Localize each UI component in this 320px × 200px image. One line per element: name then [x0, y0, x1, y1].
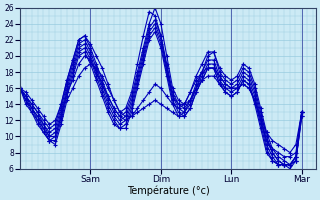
X-axis label: Température (°c): Température (°c) [127, 185, 209, 196]
